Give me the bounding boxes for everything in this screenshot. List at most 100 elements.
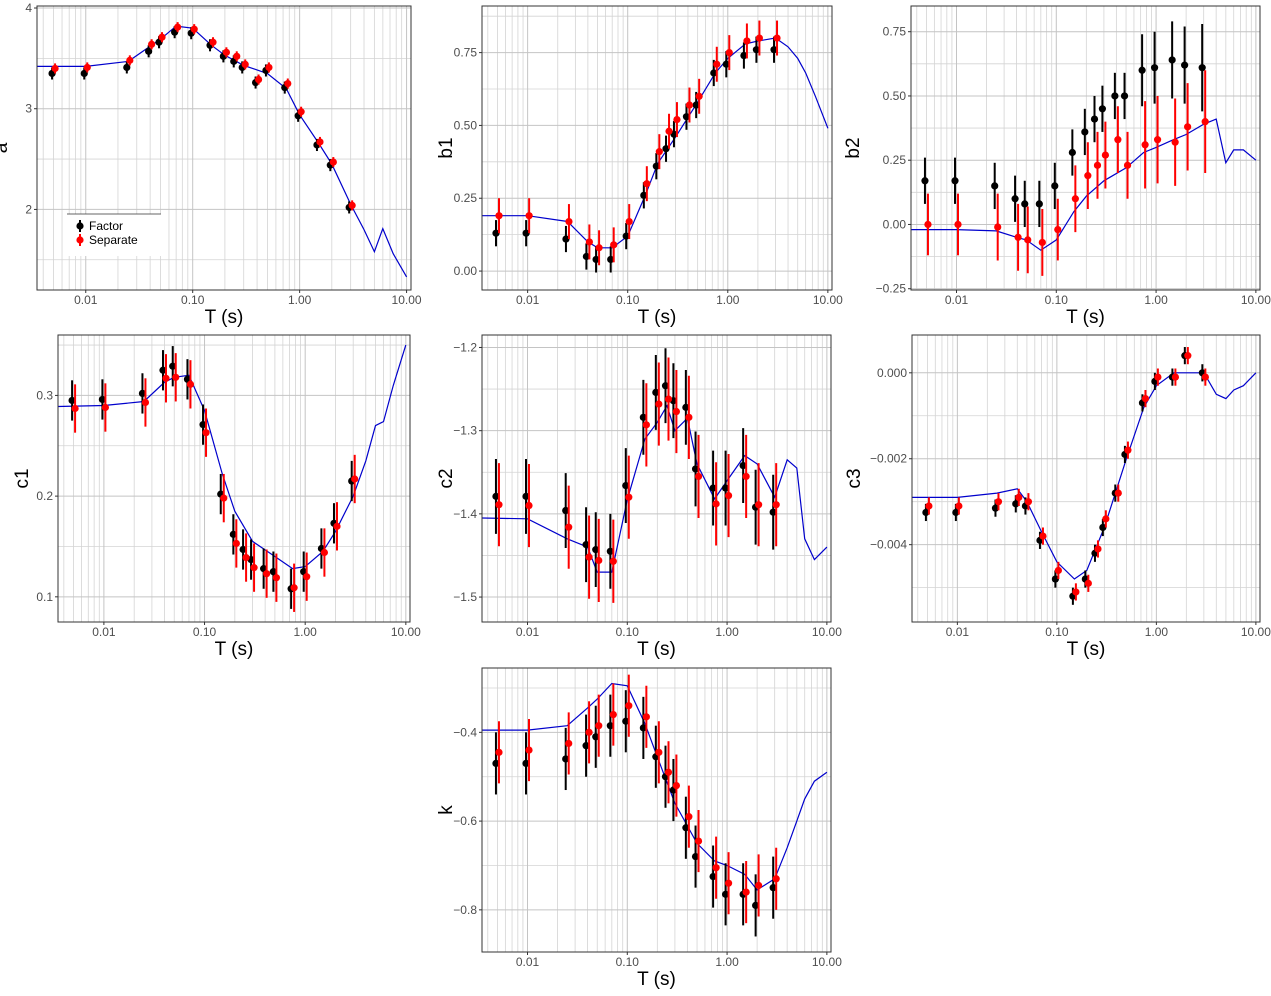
data-point [1081, 128, 1089, 136]
data-point [1114, 136, 1122, 144]
data-point [68, 396, 76, 405]
data-point [724, 491, 733, 500]
data-point [209, 38, 217, 46]
data-point [610, 241, 618, 249]
data-point [1098, 105, 1107, 113]
data-point [492, 492, 500, 500]
data-point [694, 837, 703, 845]
data-point [662, 145, 670, 153]
x-tick-label: 0.01 [946, 625, 970, 639]
panel-k: 0.01 0.10 1.00 10.00 −0.8 −0.6 −0.4 T (s) k [436, 667, 842, 990]
data-point [582, 742, 590, 750]
data-point [145, 47, 153, 55]
data-point [643, 180, 651, 188]
data-point [522, 492, 530, 500]
data-point [241, 60, 249, 69]
y-tick-label: 0.000 [877, 366, 907, 380]
data-point [1051, 182, 1059, 190]
data-point [622, 481, 630, 490]
gridlines [482, 6, 832, 290]
data-point [169, 362, 177, 370]
series-factor [68, 346, 356, 609]
x-axis-title: T (s) [638, 307, 677, 328]
data-point [655, 400, 663, 408]
data-point [606, 547, 614, 555]
axis-frame [57, 334, 411, 623]
y-tick-label: 3 [25, 102, 32, 116]
y-tick-label: 0.00 [454, 264, 478, 278]
data-point [1102, 515, 1110, 523]
x-tick-label: 10.00 [813, 293, 843, 307]
data-point [582, 252, 590, 261]
panel-a: 0.01 0.10 1.00 10.00 2 3 4 T (s) a [0, 1, 422, 328]
x-tick-label: 1.00 [288, 293, 312, 307]
data-point [640, 191, 648, 199]
x-axis-title: T (s) [205, 307, 244, 328]
data-point [1171, 373, 1179, 381]
data-point [320, 548, 329, 557]
data-point [522, 229, 530, 237]
data-point [955, 502, 963, 510]
data-point [1038, 238, 1046, 247]
x-tick-label: 10.00 [812, 625, 842, 639]
data-point [994, 498, 1003, 506]
data-point [186, 380, 195, 388]
data-point [172, 373, 180, 381]
data-point [772, 875, 780, 883]
series-factor [492, 348, 777, 589]
x-tick-label: 10.00 [1241, 293, 1271, 307]
y-tick-label: −0.6 [453, 814, 477, 828]
y-tick-label: −1.4 [453, 507, 477, 521]
y-tick-label: 0.75 [883, 25, 907, 39]
data-point [742, 888, 750, 896]
data-point [752, 901, 760, 910]
data-point [1141, 141, 1149, 149]
axis-frame [481, 5, 833, 291]
data-point [159, 366, 167, 374]
x-tick-label: 0.01 [516, 955, 540, 969]
data-point [639, 724, 647, 732]
data-point [672, 781, 681, 790]
data-point [682, 403, 690, 411]
x-tick-label: 0.10 [616, 293, 640, 307]
data-point [232, 539, 240, 548]
data-point [329, 158, 337, 166]
data-point [351, 475, 359, 483]
data-point [585, 238, 593, 246]
data-point [1181, 61, 1189, 69]
data-point [174, 23, 182, 31]
data-point [652, 388, 660, 396]
data-point [606, 722, 614, 730]
y-tick-label: 0.25 [454, 191, 478, 205]
data-point [772, 501, 780, 509]
y-tick-label: 2 [25, 202, 32, 216]
data-point [769, 884, 777, 892]
panel-c1: 0.01 0.10 1.00 10.00 0.1 0.2 0.3 T (s) c1 [12, 334, 421, 660]
y-tick-label: 4 [25, 1, 32, 15]
x-tick-label: 1.00 [715, 955, 739, 969]
x-axis-title: T (s) [637, 969, 676, 990]
y-tick-label: −0.25 [876, 282, 907, 296]
y-axis-title: c3 [844, 468, 865, 488]
panel-c2: 0.01 0.10 1.00 10.00 −1.5 −1.4 −1.3 −1.2 T (s) c2 [436, 334, 842, 660]
y-tick-label: 0.00 [883, 217, 907, 231]
y-tick-label: 0.1 [36, 590, 53, 604]
y-axis-title: a [0, 142, 12, 153]
data-point [1021, 200, 1029, 208]
y-tick-label: 0.2 [36, 489, 53, 503]
y-axis-title: c1 [12, 468, 33, 488]
data-point [222, 48, 230, 56]
data-point [495, 748, 503, 756]
data-point [1071, 195, 1079, 203]
x-tick-label: 0.10 [181, 293, 205, 307]
data-point [691, 852, 700, 861]
data-point [272, 574, 280, 582]
y-tick-label: 0.50 [883, 89, 907, 103]
data-point [740, 51, 748, 60]
data-point [585, 553, 593, 561]
data-point [1051, 575, 1059, 583]
data-point [1171, 138, 1179, 146]
y-tick-label: −0.004 [870, 538, 907, 552]
data-point [773, 34, 781, 42]
axis-frame [911, 334, 1261, 623]
